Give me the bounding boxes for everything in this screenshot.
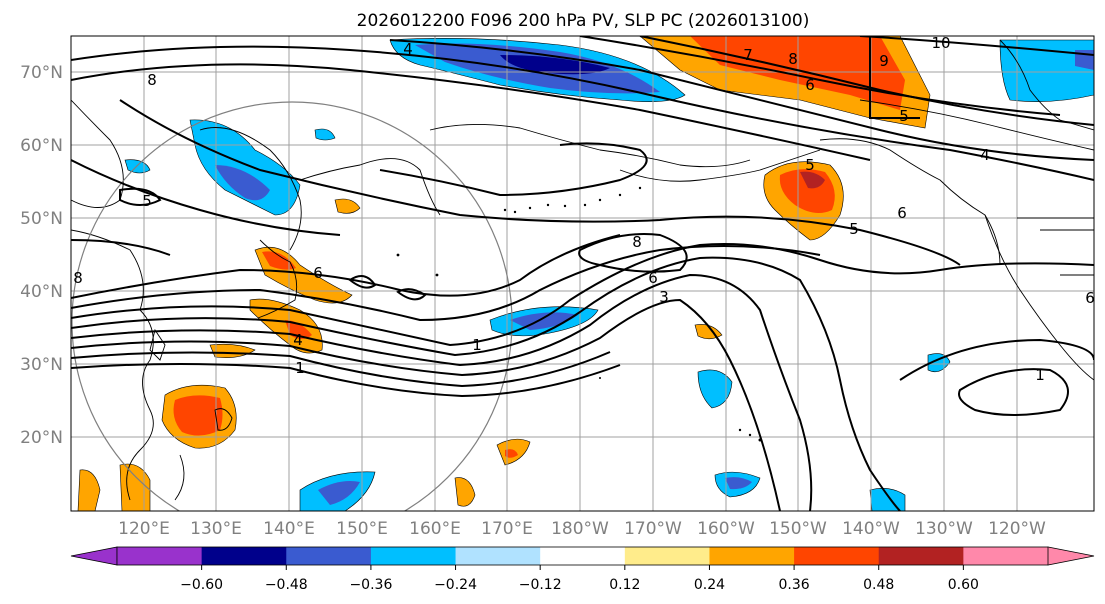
colorbar-under-triangle — [70, 546, 118, 566]
contour-label: 6 — [1085, 289, 1095, 307]
lon-label: 160°E — [409, 519, 461, 539]
longitude-labels: 120°E 130°E 140°E 150°E 160°E 170°E 180°… — [118, 519, 1046, 539]
contour-labels: 4 7 8 9 10 6 5 8 4 6 5 8 6 5 3 6 1 1 4 1… — [73, 34, 1095, 384]
colorbar-frame — [116, 546, 1049, 566]
colorbar-bin — [117, 547, 203, 565]
latitude-labels: 70°N 60°N 50°N 40°N 30°N 20°N — [20, 63, 63, 448]
colorbar-tick-label: −0.24 — [434, 577, 477, 593]
colorbar-bin — [201, 547, 287, 565]
lon-label: 120°W — [988, 519, 1046, 539]
colorbar-tick-label: 0.60 — [948, 577, 979, 593]
lon-label: 140°E — [263, 519, 315, 539]
colorbar-tick-label: 0.24 — [694, 577, 725, 593]
colorbar-tick-label: −0.60 — [180, 577, 223, 593]
lon-label: 120°E — [118, 519, 170, 539]
colorbar-bin — [624, 547, 710, 565]
contour-label: 6 — [897, 204, 907, 222]
contour-label: 5 — [849, 220, 859, 238]
lat-label: 30°N — [20, 355, 63, 375]
lon-label: 150°W — [769, 519, 827, 539]
lon-label: 130°E — [190, 519, 242, 539]
colorbar-bin — [794, 547, 880, 565]
figure-title: 2026012200 F096 200 hPa PV, SLP PC (2026… — [357, 11, 810, 31]
colorbar-bin — [455, 547, 541, 565]
colorbar-bin — [370, 547, 457, 565]
contour-label: 7 — [743, 46, 753, 64]
colorbar-tick-label: 0.12 — [609, 577, 640, 593]
contour-label: 8 — [147, 71, 157, 89]
colorbar-tick-label: 0.48 — [863, 577, 894, 593]
lon-label: 150°E — [336, 519, 388, 539]
colorbar-bin — [540, 547, 626, 565]
colorbar-tick-label: −0.36 — [349, 577, 392, 593]
lon-label: 170°W — [624, 519, 682, 539]
contour-label: 4 — [980, 146, 990, 164]
lon-label: 160°W — [697, 519, 755, 539]
contour-label: 10 — [931, 34, 950, 52]
colorbar: −0.60 −0.48 −0.36 −0.24 −0.12 0.12 0.24 0.36 0.4… — [70, 546, 1095, 593]
lon-label: 180°W — [551, 519, 609, 539]
colorbar-tick-label: −0.12 — [519, 577, 562, 593]
map-area: 4 7 8 9 10 6 5 8 4 6 5 8 6 5 3 6 1 1 4 1… — [71, 34, 1095, 511]
contour-label: 6 — [313, 264, 323, 282]
contour-label: 3 — [659, 288, 669, 306]
contour-label: 4 — [403, 40, 413, 58]
contour-label: 8 — [73, 269, 83, 287]
contour-label: 5 — [805, 156, 815, 174]
coastlines — [71, 39, 1094, 501]
contour-label: 9 — [879, 52, 889, 70]
lon-label: 140°W — [842, 519, 900, 539]
contour-label: 8 — [788, 50, 798, 68]
contour-label: 8 — [632, 233, 642, 251]
colorbar-bin — [286, 547, 372, 565]
range-ring — [71, 101, 513, 511]
contour-label: 4 — [293, 331, 303, 349]
lat-label: 50°N — [20, 209, 63, 229]
lat-label: 20°N — [20, 428, 63, 448]
contour-label: 5 — [142, 192, 152, 210]
lat-label: 60°N — [20, 136, 63, 156]
map-frame — [70, 35, 1095, 512]
colorbar-bin — [878, 547, 964, 565]
contour-label: 6 — [648, 269, 658, 287]
contour-label: 5 — [899, 107, 909, 125]
contour-label: 1 — [472, 336, 482, 354]
contour-label: 1 — [295, 359, 305, 377]
lat-label: 70°N — [20, 63, 63, 83]
colorbar-bin — [709, 547, 795, 565]
colorbar-tick-label: 0.36 — [779, 577, 810, 593]
lon-label: 170°E — [481, 519, 533, 539]
island-chains — [396, 186, 762, 442]
colorbar-bin — [963, 547, 1049, 565]
colorbar-tick-label: −0.48 — [265, 577, 308, 593]
slp-contours — [71, 36, 1094, 511]
contour-label: 1 — [1035, 366, 1045, 384]
lat-label: 40°N — [20, 282, 63, 302]
contour-label: 6 — [805, 76, 815, 94]
lon-label: 130°W — [915, 519, 973, 539]
colorbar-over-triangle — [1047, 546, 1095, 566]
